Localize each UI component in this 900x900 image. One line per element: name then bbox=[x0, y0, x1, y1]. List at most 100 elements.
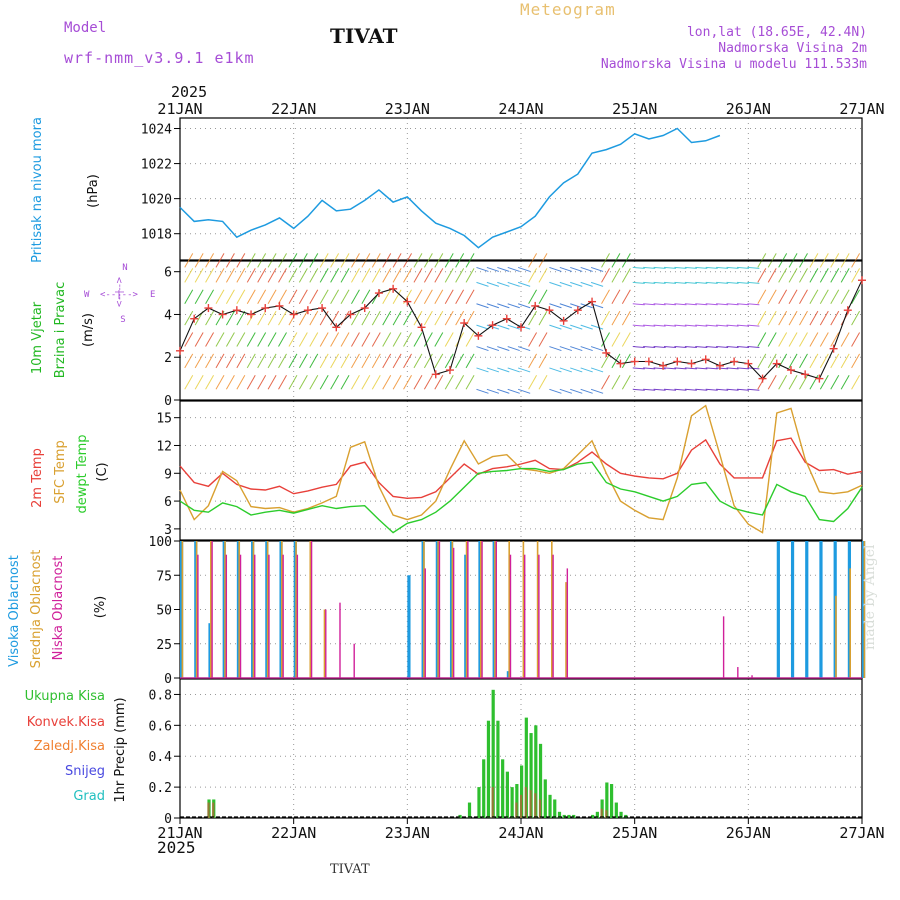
wind-barb bbox=[392, 375, 402, 390]
wind-barb bbox=[632, 303, 645, 306]
wind-barb bbox=[382, 253, 392, 268]
wind-barb bbox=[580, 346, 593, 352]
wind-barb bbox=[799, 310, 808, 326]
wind-barb bbox=[653, 281, 666, 284]
wind-barb bbox=[507, 324, 520, 330]
wind-barb bbox=[194, 353, 204, 369]
wind-barb bbox=[455, 375, 465, 390]
cloud-bar bbox=[323, 609, 326, 678]
wind-barb bbox=[194, 253, 204, 268]
wind-barb bbox=[778, 332, 788, 347]
wind-barb bbox=[225, 375, 235, 390]
wind-barb bbox=[643, 281, 656, 284]
wind-barb bbox=[590, 281, 604, 287]
wind-barb bbox=[538, 332, 548, 347]
wind-barb bbox=[330, 353, 340, 369]
compass-e: E bbox=[150, 290, 155, 300]
cloud-bar bbox=[551, 541, 553, 678]
wind-barb bbox=[601, 268, 610, 283]
wind-barb bbox=[434, 310, 444, 326]
wind-barb bbox=[319, 310, 329, 326]
coords-label: lon,lat (18.65E, 42.4N) bbox=[686, 25, 867, 40]
wind-barb bbox=[570, 367, 583, 373]
wind-barb bbox=[653, 324, 666, 327]
wind-barb bbox=[455, 289, 465, 305]
wind-barb bbox=[674, 324, 687, 327]
precip-legend-4: Grad bbox=[73, 789, 105, 804]
cloud-bar bbox=[211, 541, 213, 678]
wind-barb bbox=[819, 332, 829, 347]
wind-barb bbox=[809, 332, 819, 347]
wind-barb bbox=[695, 266, 708, 269]
wind-barb bbox=[528, 310, 538, 326]
wind-barb bbox=[580, 303, 593, 309]
wind-barb bbox=[497, 266, 510, 272]
wind-barb bbox=[215, 375, 225, 390]
wind-barb bbox=[851, 353, 861, 369]
wind-barb bbox=[643, 266, 656, 269]
wind-barb bbox=[684, 281, 697, 284]
cloud-bar bbox=[494, 541, 496, 678]
cloud-bar bbox=[467, 541, 469, 678]
wind-barb bbox=[351, 289, 360, 305]
wind-barb bbox=[309, 253, 319, 268]
y-tick-label: 0 bbox=[164, 394, 172, 409]
wind-barb bbox=[309, 375, 319, 390]
wind-barb bbox=[601, 375, 610, 390]
wind-barb bbox=[809, 253, 819, 268]
precip-unit-label: 1hr Precip (mm) bbox=[113, 697, 128, 802]
wind-barb bbox=[257, 332, 267, 347]
x-tick-label-bottom: 26JAN bbox=[726, 824, 771, 842]
wind-barb bbox=[340, 253, 350, 268]
x-tick-label-bottom: 27JAN bbox=[839, 824, 884, 842]
cloud-bar bbox=[863, 541, 866, 678]
wind-barb bbox=[205, 332, 215, 347]
wind-barb bbox=[747, 266, 760, 269]
wind-side-label-2: Brzina i Pravac bbox=[53, 282, 68, 379]
precip-bar bbox=[520, 765, 524, 818]
cloud-bar bbox=[353, 643, 355, 678]
wind-barb bbox=[621, 310, 631, 326]
year-bottom: 2025 bbox=[157, 838, 196, 857]
cloud-bar bbox=[790, 541, 795, 678]
wind-barb bbox=[361, 289, 371, 305]
wind-barb bbox=[246, 353, 256, 369]
wind-barb bbox=[767, 268, 777, 283]
wind-barb bbox=[257, 310, 267, 326]
wind-barb bbox=[351, 353, 360, 369]
wind-barb bbox=[225, 353, 235, 369]
wind-barb bbox=[580, 266, 593, 272]
cloud-bar bbox=[565, 582, 567, 678]
wind-barb bbox=[788, 332, 798, 347]
wind-barb bbox=[705, 388, 718, 391]
x-tick-label-top: 22JAN bbox=[271, 100, 316, 118]
cloud-bar bbox=[481, 541, 483, 678]
wind-barb bbox=[570, 281, 583, 287]
wind-barb bbox=[611, 353, 621, 369]
precip-bar bbox=[520, 794, 523, 818]
wind-barb bbox=[215, 289, 225, 305]
wind-barb bbox=[392, 332, 402, 347]
wind-barb bbox=[799, 375, 808, 390]
cloud-bar bbox=[236, 541, 241, 678]
wind-barb bbox=[726, 388, 739, 391]
cloud-bar bbox=[479, 541, 482, 678]
wind-barb bbox=[403, 332, 412, 347]
x-tick-label-top: 23JAN bbox=[385, 100, 430, 118]
cloud-bar bbox=[424, 568, 426, 678]
x-tick-label-bottom: 23JAN bbox=[385, 824, 430, 842]
wind-barb bbox=[361, 268, 371, 283]
wind-barb bbox=[705, 324, 718, 327]
wind-barb bbox=[559, 346, 572, 352]
wind-barb bbox=[528, 253, 538, 268]
wind-barb bbox=[767, 253, 777, 268]
wind-barb bbox=[236, 253, 246, 268]
wind-barb bbox=[382, 332, 392, 347]
wind-barb bbox=[674, 303, 687, 306]
cloud-bar bbox=[835, 595, 837, 678]
cloud-bar bbox=[495, 541, 497, 678]
wind-barb bbox=[643, 303, 656, 306]
cloud-bar bbox=[465, 541, 468, 678]
wind-barb bbox=[840, 375, 850, 390]
